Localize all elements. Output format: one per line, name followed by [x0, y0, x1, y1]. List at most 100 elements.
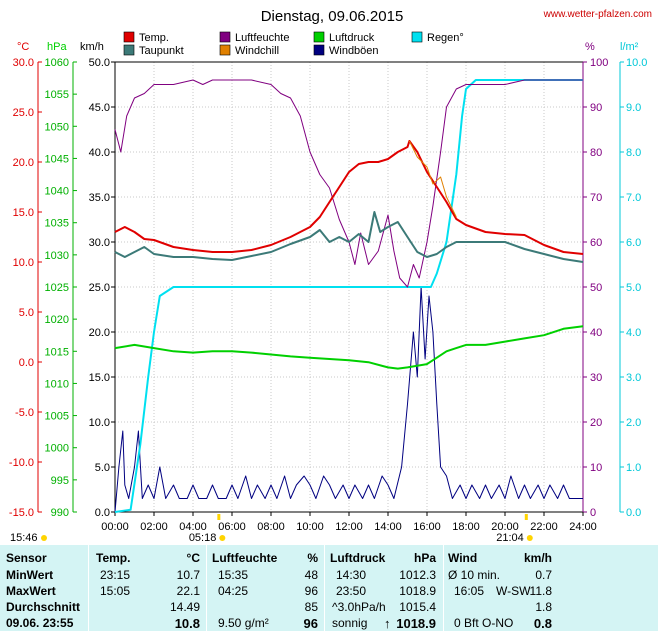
- unit-label-3: %: [585, 41, 595, 53]
- legend-swatch-6: [411, 31, 423, 43]
- temp-axis-tick-label: 5.0: [19, 307, 34, 319]
- max-wind-direction: W-SW: [496, 584, 531, 598]
- min-press-time: 14:30: [336, 568, 367, 582]
- temp-axis-tick-label: 0.0: [19, 357, 34, 369]
- site-link[interactable]: www.wetter-pfalzen.com: [543, 9, 652, 20]
- pressure-axis-tick-label: 1025: [45, 282, 69, 294]
- rain-axis-tick-label: 7.0: [626, 192, 641, 204]
- rain-axis-tick-label: 5.0: [626, 282, 641, 294]
- min-wind-value: 0.7: [535, 568, 552, 582]
- row-current-label: 09.06. 23:55: [6, 616, 74, 630]
- avg-temp-value: 14.49: [169, 600, 200, 614]
- temp-axis-tick-label: 15.0: [13, 207, 34, 219]
- max-temp-value: 22.1: [176, 584, 200, 598]
- legend-label-1: Taupunkt: [139, 45, 184, 57]
- series-lines: [114, 79, 584, 513]
- x-tick-label: 14:00: [374, 521, 402, 533]
- temp-axis-tick-label: -5.0: [15, 407, 34, 419]
- temp-axis-tick-label: 20.0: [13, 157, 34, 169]
- legend-swatch-3: [219, 44, 231, 56]
- x-tick-label: 06:00: [218, 521, 246, 533]
- sunset-tick: [524, 514, 528, 520]
- unit-label-1: hPa: [47, 41, 67, 53]
- legend-swatch-2: [219, 31, 231, 43]
- min-wind-label: Ø 10 min.: [448, 568, 501, 582]
- x-tick-label: 10:00: [296, 521, 324, 533]
- humidity-axis-tick-label: 0: [590, 507, 596, 519]
- temp-axis-tick-label: 30.0: [13, 57, 34, 69]
- humidity-axis-tick-label: 40: [590, 327, 602, 339]
- wind-axis-tick-label: 5.0: [95, 462, 110, 474]
- legend-label-0: Temp.: [139, 32, 169, 44]
- rain-axis-tick-label: 0.0: [626, 507, 641, 519]
- header-temp-unit: °C: [186, 551, 200, 565]
- rain-axis-tick-label: 2.0: [626, 417, 641, 429]
- wind-axis-tick-label: 30.0: [89, 237, 110, 249]
- wind-axis-tick-label: 15.0: [89, 372, 110, 384]
- sunrise-icon: [219, 535, 226, 541]
- avg-hum-value: 85: [304, 600, 318, 614]
- max-press-time: 23:50: [336, 584, 367, 598]
- min-temp-value: 10.7: [176, 568, 200, 582]
- sunrise-tick: [217, 514, 221, 520]
- wind-axis-tick-label: 50.0: [89, 57, 110, 69]
- max-wind-value: 11.8: [529, 584, 552, 598]
- current-press-value: 1018.9: [396, 616, 436, 631]
- pressure-axis-tick-label: 1060: [45, 57, 69, 69]
- header-humidity: Luftfeuchte: [212, 551, 278, 565]
- summary-table: Sensor Temp. °C Luftfeuchte % Luftdruck …: [0, 545, 658, 631]
- x-tick-label: 24:00: [569, 521, 597, 533]
- humidity-axis-tick-label: 60: [590, 237, 602, 249]
- humidity-axis-tick-label: 90: [590, 102, 602, 114]
- row-avg-label: Durchschnitt: [6, 600, 81, 614]
- max-press-value: 1018.9: [399, 584, 436, 598]
- pressure-axis-tick-label: 1010: [45, 378, 69, 390]
- rain-axis-tick-label: 10.0: [626, 57, 647, 69]
- pressure-axis-tick-label: 1000: [45, 443, 69, 455]
- sunset-label: 21:04: [496, 532, 524, 544]
- luftfeuchte-line: [114, 79, 583, 288]
- temp-axis-tick-label: -10.0: [9, 457, 34, 469]
- pressure-axis-tick-label: 1055: [45, 89, 69, 101]
- max-hum-value: 96: [304, 584, 318, 598]
- min-hum-value: 48: [304, 568, 318, 582]
- wind-axis-tick-label: 40.0: [89, 147, 110, 159]
- pressure-trend: ^3.0hPa/h: [332, 600, 386, 614]
- x-tick-label: 02:00: [140, 521, 168, 533]
- pressure-axis-tick-label: 995: [51, 475, 69, 487]
- legend-swatch-4: [313, 31, 325, 43]
- header-wind: Wind: [448, 551, 478, 565]
- legend-label-4: Luftdruck: [329, 32, 375, 44]
- forecast-text: sonnig: [332, 616, 368, 630]
- legend-label-6: Regen°: [427, 32, 464, 44]
- header-pressure-unit: hPa: [413, 551, 436, 565]
- legend-label-5: Windböen: [329, 45, 379, 57]
- regen-line: [114, 79, 583, 513]
- absolute-humidity: 9.50 g/m²: [218, 616, 269, 630]
- current-hum-value: 96: [303, 616, 318, 631]
- header-temp: Temp.: [96, 551, 131, 565]
- pressure-axis-tick-label: 1015: [45, 346, 69, 358]
- pressure-axis-tick-label: 1005: [45, 411, 69, 423]
- windboeen-line: [114, 286, 583, 513]
- min-press-value: 1012.3: [399, 568, 436, 582]
- header-humidity-unit: %: [307, 551, 318, 565]
- rain-axis-tick-label: 9.0: [626, 102, 641, 114]
- humidity-axis-tick-label: 100: [590, 57, 608, 69]
- legend-swatch-0: [123, 31, 135, 43]
- legend-label-2: Luftfeuchte: [235, 32, 289, 44]
- pressure-axis-tick-label: 1040: [45, 186, 69, 198]
- humidity-axis-tick-label: 20: [590, 417, 602, 429]
- pressure-axis-tick-label: 990: [51, 507, 69, 519]
- pressure-axis-tick-label: 1035: [45, 218, 69, 230]
- current-wind-beaufort: 0 Bft O-NO: [454, 616, 514, 630]
- rain-axis-tick-label: 1.0: [626, 462, 641, 474]
- current-temp-value: 10.8: [174, 616, 200, 631]
- sun-markers: 05:18 21:04 15:46: [10, 514, 533, 544]
- pressure-axis-tick-label: 1030: [45, 250, 69, 262]
- x-tick-label: 20:00: [491, 521, 519, 533]
- unit-label-4: l/m²: [620, 41, 639, 53]
- current-wind-value: 0.8: [533, 616, 552, 631]
- luftdruck-line: [114, 325, 584, 370]
- x-tick-label: 04:00: [179, 521, 207, 533]
